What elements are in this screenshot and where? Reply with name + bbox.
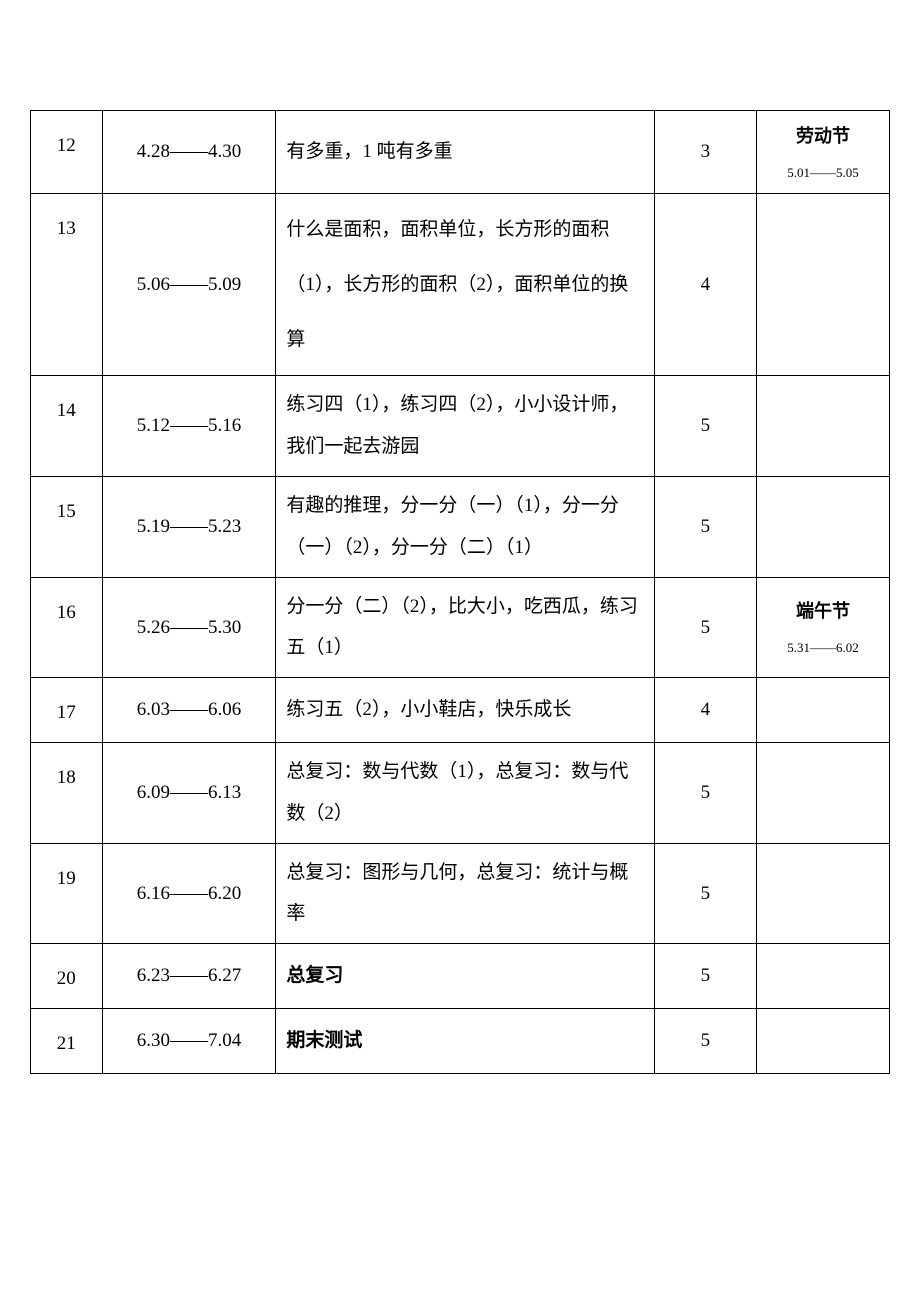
note-cell bbox=[757, 1009, 890, 1074]
holiday-date: 5.31——6.02 bbox=[761, 634, 885, 663]
week-number: 17 bbox=[31, 678, 103, 743]
table-row: 155.19——5.23有趣的推理，分一分（一）（1），分一分（一）（2），分一… bbox=[31, 477, 890, 578]
schedule-table: 124.28——4.30有多重，1 吨有多重3劳动节5.01——5.05135.… bbox=[30, 110, 890, 1074]
holiday-date: 5.01——5.05 bbox=[761, 159, 885, 188]
count-cell: 3 bbox=[654, 111, 756, 194]
note-cell bbox=[757, 376, 890, 477]
content-cell: 有多重，1 吨有多重 bbox=[276, 111, 654, 194]
count-cell: 5 bbox=[654, 843, 756, 944]
table-row: 206.23——6.27总复习5 bbox=[31, 944, 890, 1009]
count-cell: 5 bbox=[654, 577, 756, 678]
week-number: 15 bbox=[31, 477, 103, 578]
note-cell bbox=[757, 843, 890, 944]
date-range: 6.23——6.27 bbox=[102, 944, 276, 1009]
note-cell: 劳动节5.01——5.05 bbox=[757, 111, 890, 194]
content-cell: 总复习 bbox=[276, 944, 654, 1009]
note-cell bbox=[757, 944, 890, 1009]
week-number: 13 bbox=[31, 194, 103, 376]
table-row: 124.28——4.30有多重，1 吨有多重3劳动节5.01——5.05 bbox=[31, 111, 890, 194]
table-row: 186.09——6.13总复习：数与代数（1），总复习：数与代数（2）5 bbox=[31, 743, 890, 844]
table-row: 216.30——7.04期末测试5 bbox=[31, 1009, 890, 1074]
note-cell: 端午节5.31——6.02 bbox=[757, 577, 890, 678]
note-cell bbox=[757, 743, 890, 844]
date-range: 5.12——5.16 bbox=[102, 376, 276, 477]
date-range: 5.06——5.09 bbox=[102, 194, 276, 376]
content-cell: 总复习：图形与几何，总复习：统计与概率 bbox=[276, 843, 654, 944]
count-cell: 5 bbox=[654, 743, 756, 844]
date-range: 6.30——7.04 bbox=[102, 1009, 276, 1074]
content-cell: 练习五（2），小小鞋店，快乐成长 bbox=[276, 678, 654, 743]
content-cell: 练习四（1），练习四（2），小小设计师，我们一起去游园 bbox=[276, 376, 654, 477]
count-cell: 5 bbox=[654, 376, 756, 477]
count-cell: 4 bbox=[654, 678, 756, 743]
table-row: 176.03——6.06练习五（2），小小鞋店，快乐成长4 bbox=[31, 678, 890, 743]
content-cell: 有趣的推理，分一分（一）（1），分一分（一）（2），分一分（二）（1） bbox=[276, 477, 654, 578]
date-range: 5.26——5.30 bbox=[102, 577, 276, 678]
content-cell: 什么是面积，面积单位，长方形的面积（1），长方形的面积（2），面积单位的换算 bbox=[276, 194, 654, 376]
count-cell: 5 bbox=[654, 477, 756, 578]
date-range: 6.09——6.13 bbox=[102, 743, 276, 844]
holiday-title: 劳动节 bbox=[761, 117, 885, 157]
week-number: 16 bbox=[31, 577, 103, 678]
content-cell: 分一分（二）（2），比大小，吃西瓜，练习五（1） bbox=[276, 577, 654, 678]
week-number: 12 bbox=[31, 111, 103, 194]
date-range: 4.28——4.30 bbox=[102, 111, 276, 194]
note-cell bbox=[757, 194, 890, 376]
week-number: 19 bbox=[31, 843, 103, 944]
note-cell bbox=[757, 678, 890, 743]
week-number: 18 bbox=[31, 743, 103, 844]
count-cell: 4 bbox=[654, 194, 756, 376]
note-cell bbox=[757, 477, 890, 578]
table-row: 135.06——5.09什么是面积，面积单位，长方形的面积（1），长方形的面积（… bbox=[31, 194, 890, 376]
holiday-title: 端午节 bbox=[761, 592, 885, 632]
content-cell: 总复习：数与代数（1），总复习：数与代数（2） bbox=[276, 743, 654, 844]
table-body: 124.28——4.30有多重，1 吨有多重3劳动节5.01——5.05135.… bbox=[31, 111, 890, 1074]
table-row: 145.12——5.16练习四（1），练习四（2），小小设计师，我们一起去游园5 bbox=[31, 376, 890, 477]
week-number: 14 bbox=[31, 376, 103, 477]
content-cell: 期末测试 bbox=[276, 1009, 654, 1074]
week-number: 21 bbox=[31, 1009, 103, 1074]
date-range: 6.03——6.06 bbox=[102, 678, 276, 743]
table-row: 196.16——6.20总复习：图形与几何，总复习：统计与概率5 bbox=[31, 843, 890, 944]
count-cell: 5 bbox=[654, 944, 756, 1009]
week-number: 20 bbox=[31, 944, 103, 1009]
table-row: 165.26——5.30分一分（二）（2），比大小，吃西瓜，练习五（1）5端午节… bbox=[31, 577, 890, 678]
date-range: 6.16——6.20 bbox=[102, 843, 276, 944]
count-cell: 5 bbox=[654, 1009, 756, 1074]
date-range: 5.19——5.23 bbox=[102, 477, 276, 578]
